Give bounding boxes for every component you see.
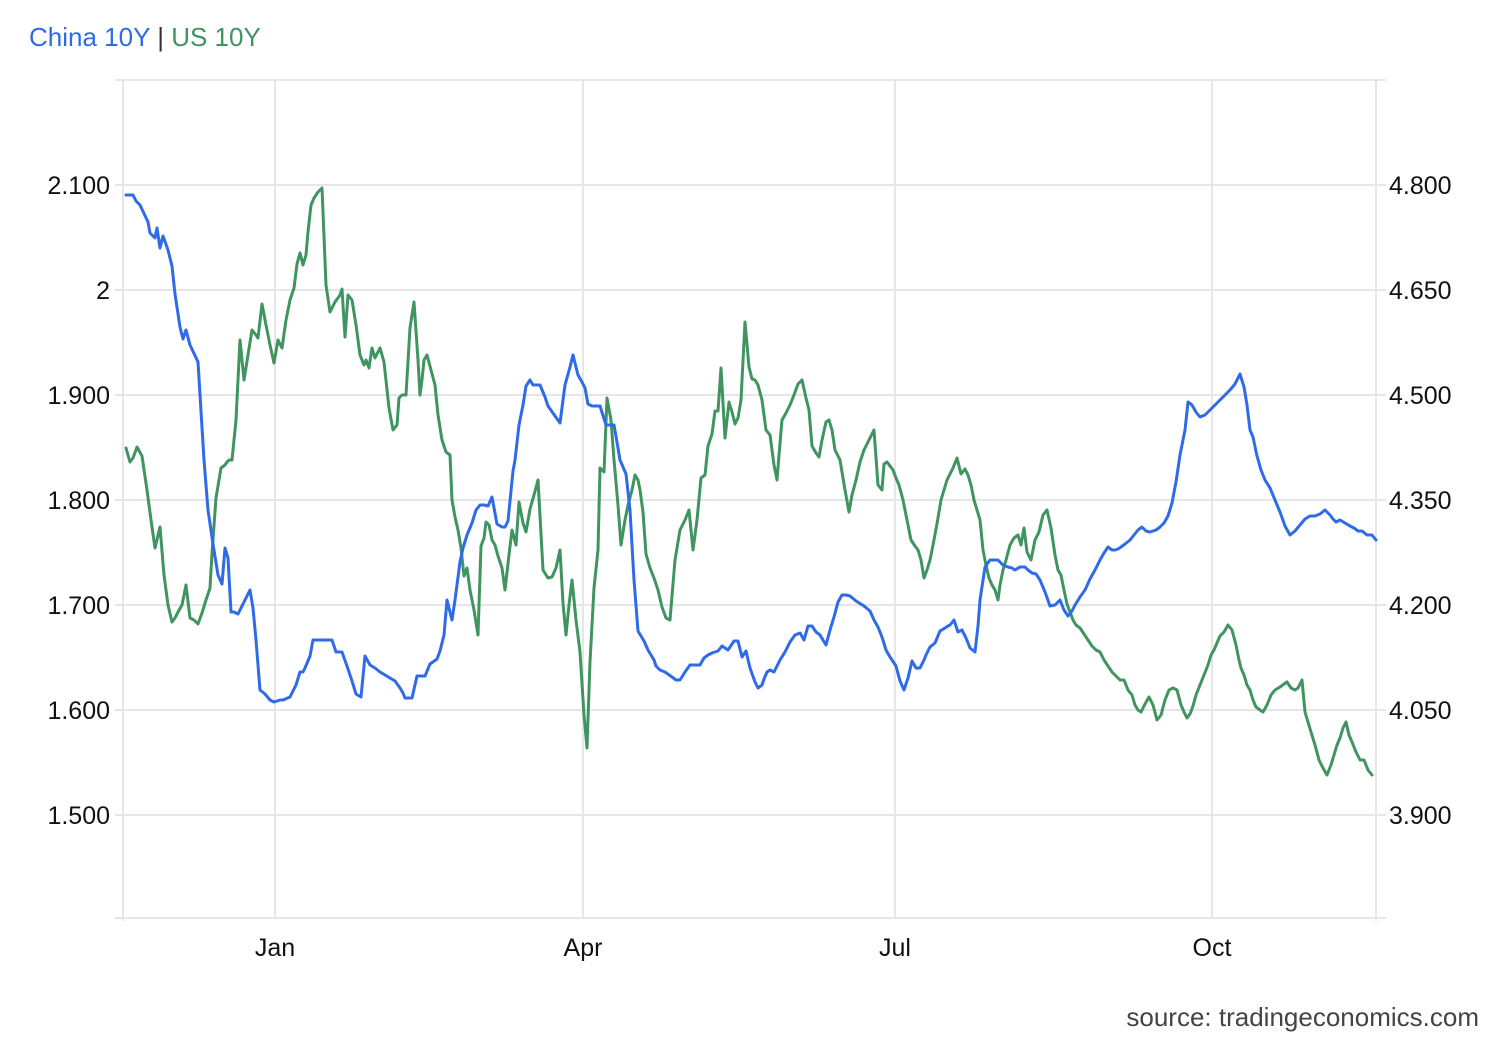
legend-china-10y[interactable]: China 10Y [29,22,150,52]
left-axis-tick-label: 1.800 [47,487,110,515]
left-y-axis: 2.100 2 1.900 1.800 1.700 1.600 1.500 [47,172,110,830]
chart-grid [115,79,1386,921]
left-axis-tick-label: 1.500 [47,802,110,830]
x-axis-tick-label: Apr [564,934,603,962]
china-10y-line[interactable] [124,193,1378,704]
x-axis-tick-label: Jan [255,934,295,962]
chart-legend: China 10Y | US 10Y [29,22,261,53]
right-axis-tick-label: 4.200 [1389,592,1452,620]
right-axis-tick-label: 4.650 [1389,277,1452,305]
left-axis-tick-label: 1.700 [47,592,110,620]
x-axis: Jan Apr Jul Oct [255,934,1232,962]
legend-separator: | [157,22,164,52]
us-10y-line[interactable] [124,186,1374,777]
x-axis-tick-label: Jul [879,934,911,962]
right-axis-tick-label: 4.050 [1389,697,1452,725]
right-axis-tick-label: 4.500 [1389,382,1452,410]
right-axis-tick-label: 3.900 [1389,802,1452,830]
right-y-axis: 4.800 4.650 4.500 4.350 4.200 4.050 3.900 [1389,172,1452,830]
left-axis-tick-label: 2 [96,277,110,305]
right-axis-tick-label: 4.800 [1389,172,1452,200]
x-axis-tick-label: Oct [1193,934,1232,962]
source-attribution: source: tradingeconomics.com [1126,1002,1479,1032]
left-axis-tick-label: 2.100 [47,172,110,200]
right-axis-tick-label: 4.350 [1389,487,1452,515]
legend-us-10y[interactable]: US 10Y [171,22,261,52]
left-axis-tick-label: 1.600 [47,697,110,725]
left-axis-tick-label: 1.900 [47,382,110,410]
